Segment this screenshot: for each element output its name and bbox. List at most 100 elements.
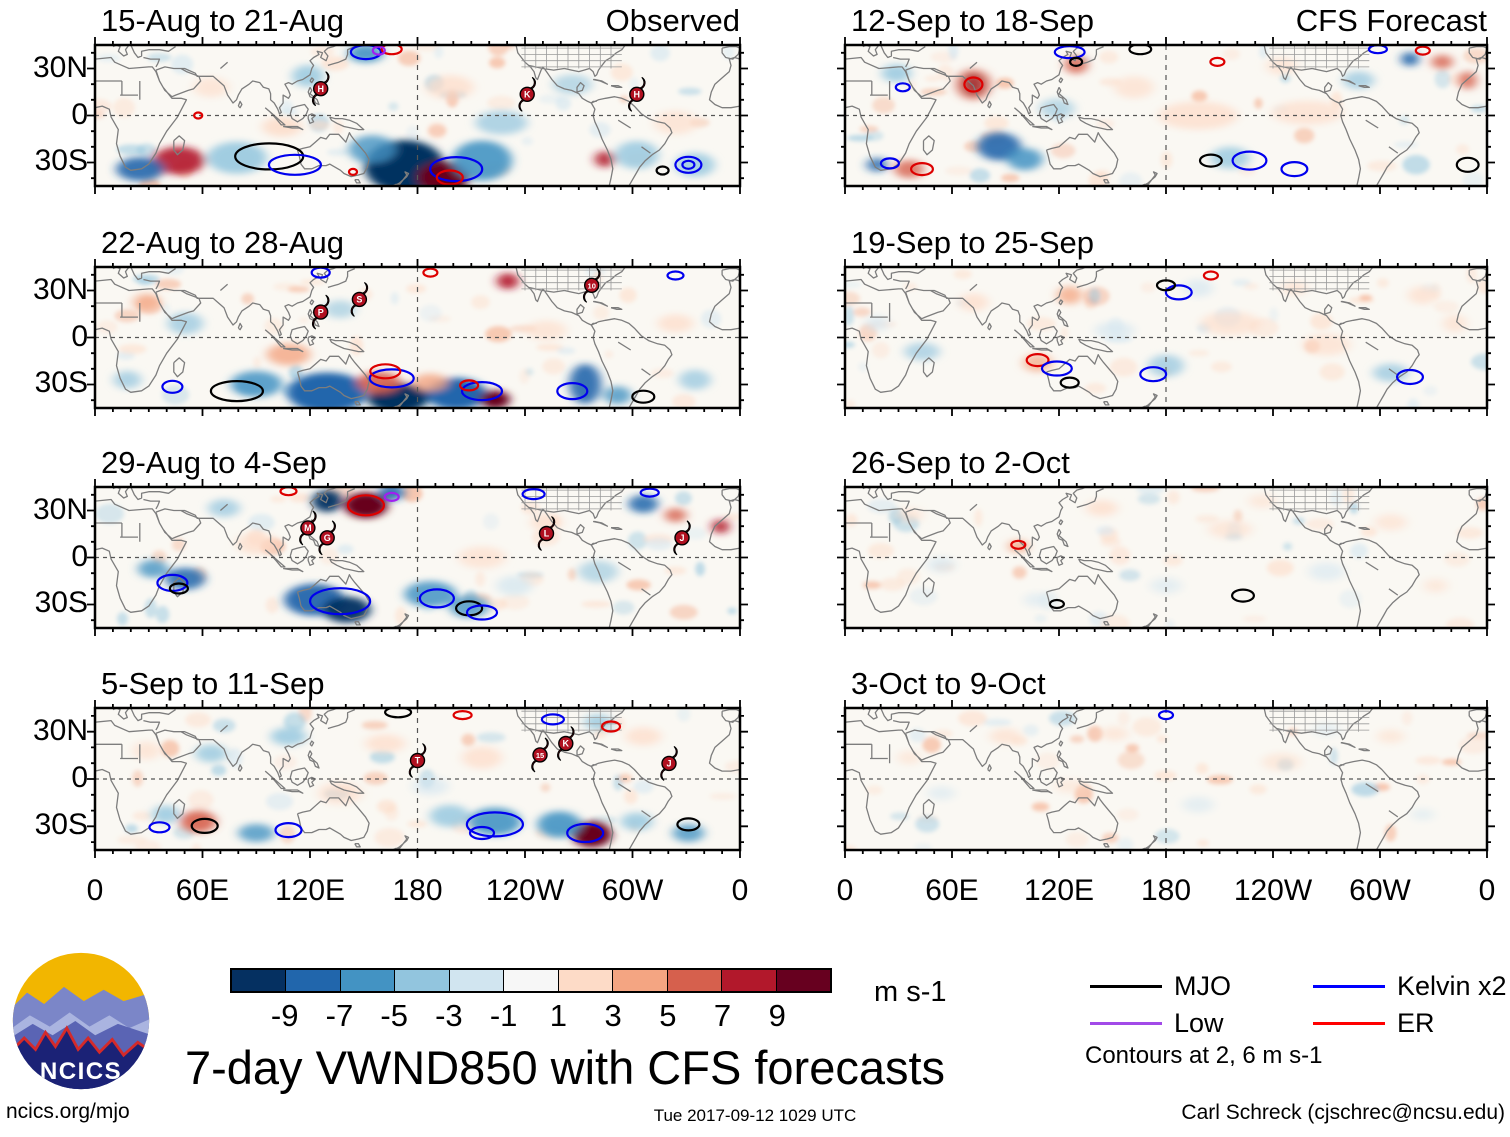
- legend-line-low: [1090, 1022, 1162, 1025]
- storm-label: H: [317, 84, 324, 94]
- panel-title: 19-Sep to 25-Sep: [851, 225, 1095, 260]
- colorbar-units: m s-1: [874, 976, 947, 1008]
- storm-icon: 10: [582, 267, 601, 303]
- map-panel: P S 10: [87, 259, 748, 416]
- lon-tick-label: 0: [1478, 874, 1496, 907]
- lon-tick-label: 60W: [1349, 874, 1411, 907]
- logo-ridge-front: [12, 1025, 150, 1090]
- field-speckle: [845, 710, 1487, 850]
- us-state-grid: [1269, 487, 1370, 511]
- colorbar-tick-label: 5: [659, 998, 677, 1033]
- colorbar-cell: [286, 970, 341, 991]
- storm-icon: M: [299, 510, 317, 546]
- axis-ticks: [837, 37, 1495, 194]
- storm-label: L: [544, 529, 550, 539]
- storm-label: S: [356, 295, 362, 305]
- axis-ticks: [87, 37, 748, 194]
- storm-icon: H: [628, 76, 646, 112]
- lon-tick-label: 120W: [485, 874, 565, 907]
- credit: Carl Schreck (cjschrec@ncsu.edu): [1181, 1101, 1505, 1124]
- legend-label: Low: [1174, 1008, 1224, 1038]
- colorbar-cell: [776, 970, 830, 991]
- main-title: 7-day VWND850 with CFS forecasts: [184, 1041, 946, 1094]
- axis-ticks: [837, 700, 1495, 858]
- panel-title: 3-Oct to 9-Oct: [851, 666, 1046, 701]
- colorbar-tick-label: -5: [380, 998, 408, 1033]
- colorbar-tick-label: 7: [713, 998, 732, 1033]
- map-panel: HK H: [87, 37, 748, 194]
- site-link: ncics.org/mjo: [6, 1100, 130, 1123]
- lon-tick-label: 120E: [1023, 874, 1095, 907]
- legend-line-kelvin-x2: [1313, 985, 1385, 988]
- colorbar-cell: [449, 970, 505, 991]
- panel-title: 29-Aug to 4-Sep: [101, 445, 327, 480]
- storm-label: P: [318, 307, 324, 317]
- storm-label: T: [415, 756, 421, 766]
- colorbar-tick-label: 3: [604, 998, 622, 1033]
- lon-tick-label: 0: [836, 874, 854, 907]
- wave-contours: [193, 45, 703, 186]
- colorbar-tick-label: -1: [489, 998, 518, 1033]
- colorbar-cell: [667, 970, 723, 991]
- wave-contours: [148, 708, 701, 844]
- colorbar-cell: [395, 970, 450, 991]
- lon-tick-label: 60W: [601, 874, 664, 907]
- us-state-grid: [1269, 45, 1370, 69]
- us-state-grid: [521, 708, 622, 732]
- storm-label: 15: [536, 751, 544, 760]
- map-panel: [837, 700, 1495, 858]
- storm-icon: G: [318, 520, 336, 556]
- wave-contours: [1025, 270, 1424, 389]
- axis-ticks: [87, 479, 748, 636]
- axis-ticks: [87, 259, 748, 416]
- column-label: Observed: [605, 3, 740, 38]
- lat-tick-label: 30S: [34, 366, 88, 400]
- storm-icon: L: [537, 516, 556, 551]
- logo-text: NCICS: [40, 1058, 122, 1085]
- storm-icon: J: [673, 520, 691, 556]
- lat-tick-label: 30S: [34, 144, 88, 178]
- panel-title: 22-Aug to 28-Aug: [101, 225, 345, 260]
- field-blobs: [895, 494, 1448, 607]
- colorbar-tick-label: -7: [325, 998, 354, 1033]
- lat-tick-label: 0: [71, 319, 88, 353]
- axis-ticks: [837, 479, 1495, 636]
- storm-icon: H: [311, 71, 330, 107]
- storm-icon: 15: [531, 737, 549, 773]
- colorbar-cell: [232, 970, 287, 991]
- colorbar-tick-label: -3: [435, 998, 463, 1033]
- storm-label: 10: [588, 282, 596, 291]
- storm-label: G: [324, 533, 331, 543]
- panel-title: 5-Sep to 11-Sep: [101, 666, 325, 701]
- legend-line-mjo: [1090, 985, 1162, 988]
- field-speckle: [95, 45, 735, 186]
- lon-tick-label: 120W: [1233, 874, 1313, 907]
- wave-contours: [879, 45, 1480, 178]
- storm-label: M: [304, 523, 312, 533]
- us-state-grid: [1269, 267, 1370, 291]
- lon-tick-label: 60E: [175, 874, 230, 907]
- lon-tick-label: 180: [1140, 874, 1192, 907]
- panel-title: 12-Sep to 18-Sep: [851, 3, 1095, 38]
- storm-label: H: [634, 90, 641, 100]
- legend-label: Kelvin x2: [1397, 971, 1507, 1001]
- storm-icon: T: [408, 743, 427, 778]
- legend-line-er: [1313, 1022, 1385, 1025]
- us-state-grid: [521, 267, 622, 291]
- lat-tick-label: 30N: [32, 492, 88, 526]
- colorbar-tick-label: 9: [768, 998, 786, 1033]
- map-panel: T 15 K J: [87, 700, 748, 858]
- timestamp: Tue 2017-09-12 1029 UTC: [653, 1106, 857, 1125]
- axis-ticks: [837, 259, 1495, 416]
- lon-tick-label: 0: [731, 874, 749, 907]
- lon-tick-label: 60E: [925, 874, 979, 907]
- storm-icon: K: [518, 76, 536, 112]
- panel-title: 26-Sep to 2-Oct: [851, 445, 1070, 480]
- storm-icon: J: [660, 745, 678, 781]
- colorbar-tick-label: -9: [270, 998, 299, 1033]
- colorbar-cell: [504, 970, 559, 991]
- legend-label: MJO: [1174, 971, 1231, 1001]
- lat-tick-label: 30N: [32, 713, 88, 747]
- contour-note: Contours at 2, 6 m s-1: [1085, 1042, 1323, 1069]
